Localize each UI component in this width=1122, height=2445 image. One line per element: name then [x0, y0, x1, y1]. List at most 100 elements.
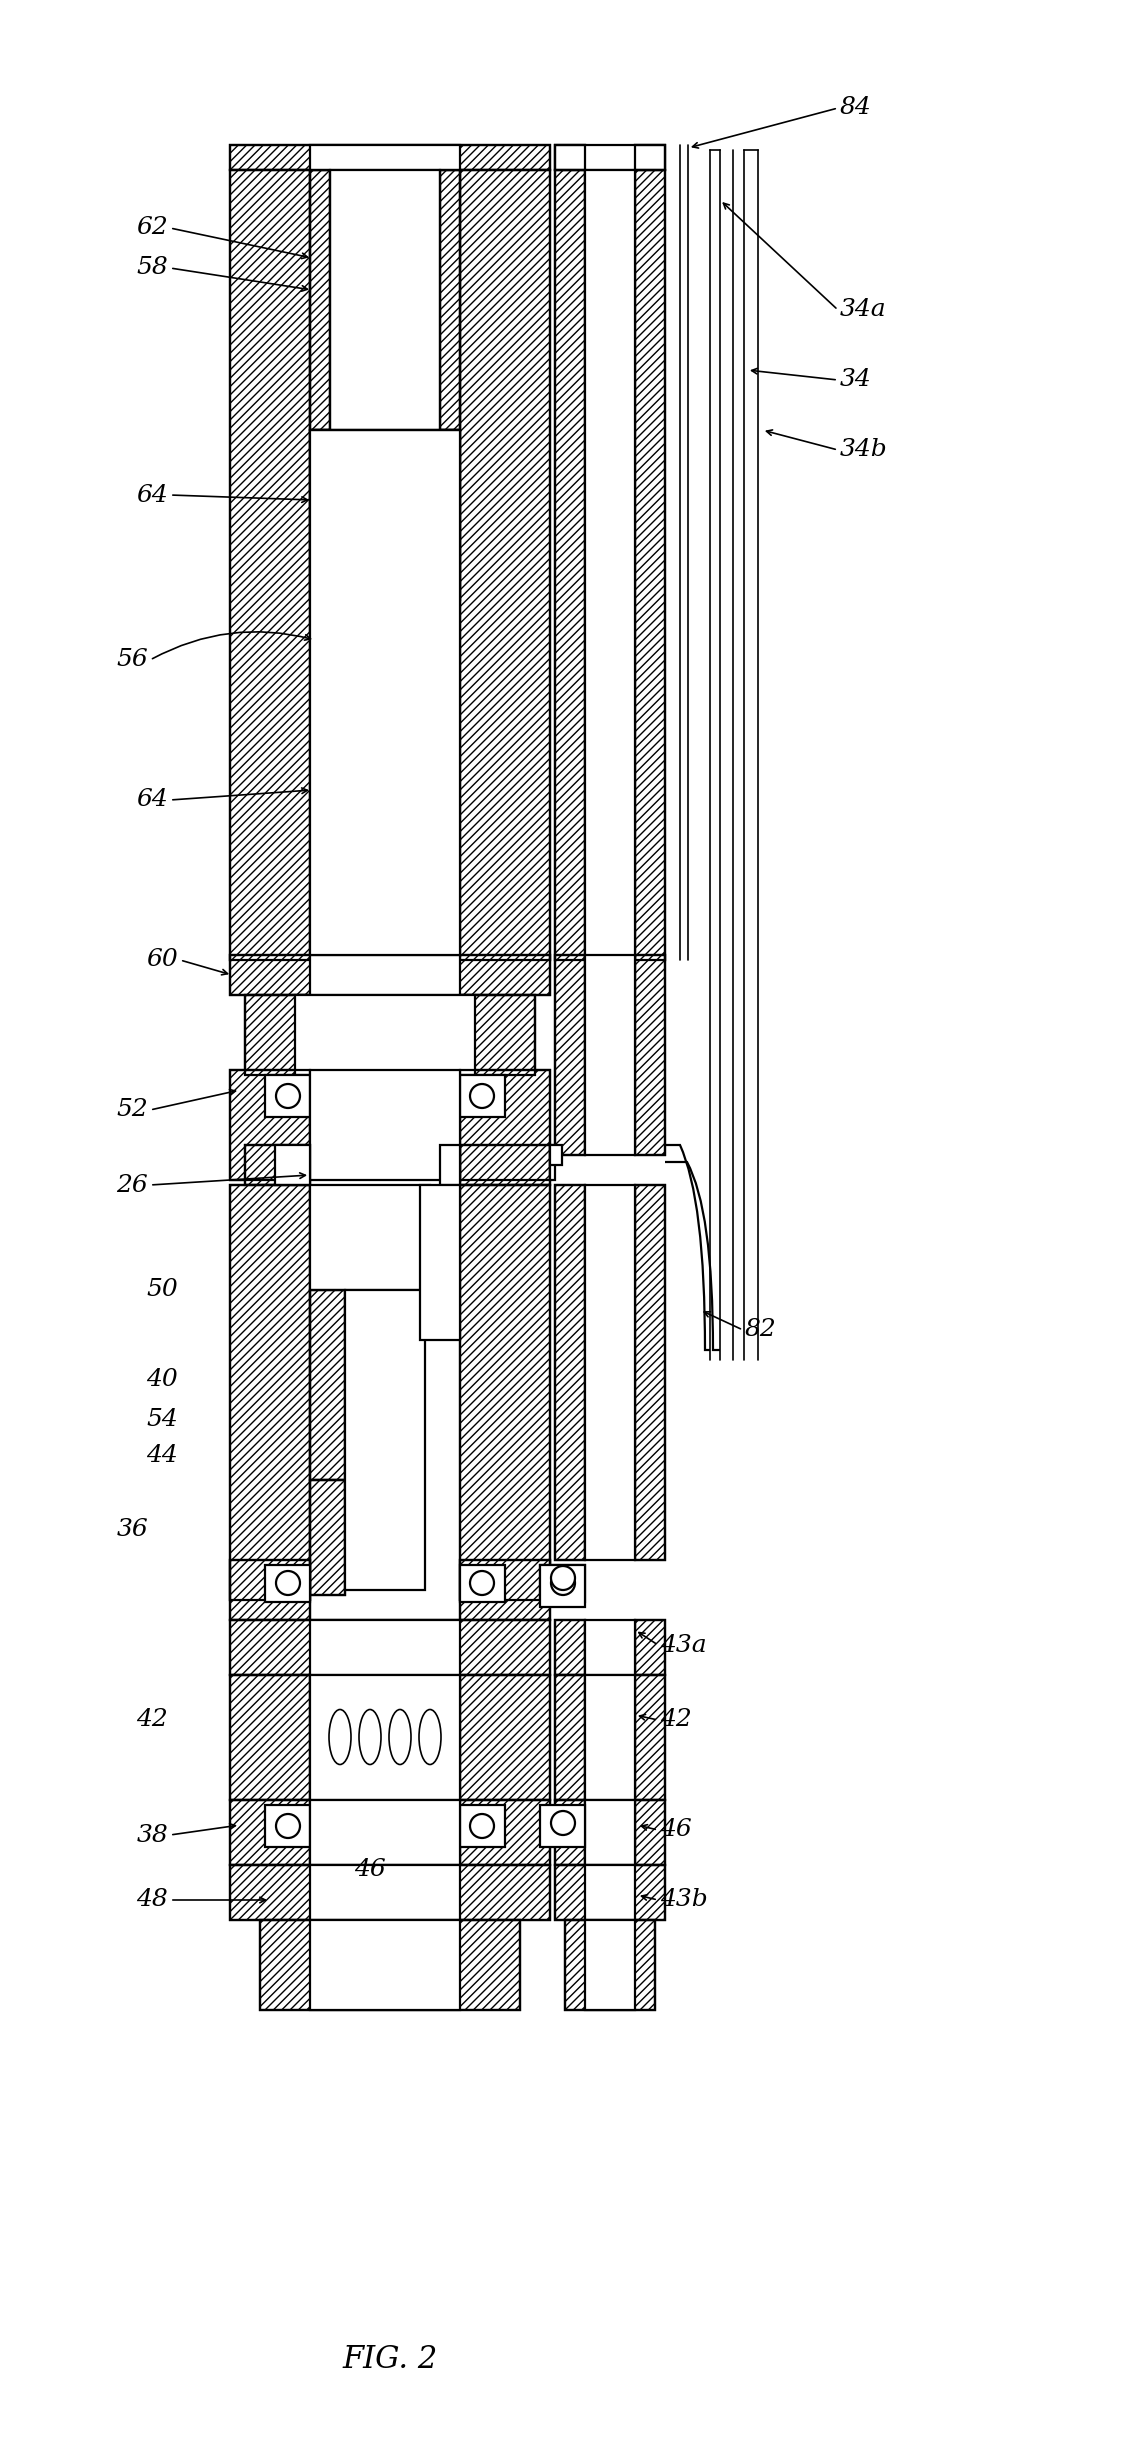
Circle shape: [276, 1572, 300, 1594]
Text: 34a: 34a: [840, 298, 886, 320]
Bar: [635, 1800, 665, 1866]
Bar: [555, 144, 665, 171]
Bar: [310, 430, 330, 599]
Text: 52: 52: [117, 1098, 148, 1122]
Bar: [460, 1565, 505, 1601]
Bar: [460, 995, 535, 1076]
Text: 50: 50: [146, 1279, 178, 1301]
Bar: [310, 171, 330, 430]
Text: 58: 58: [136, 257, 168, 279]
Bar: [230, 1800, 310, 1866]
Bar: [310, 1800, 460, 1866]
Bar: [245, 1144, 310, 1186]
Bar: [460, 171, 550, 961]
Bar: [230, 1560, 310, 1621]
Bar: [230, 1621, 550, 1675]
Text: 43a: 43a: [660, 1633, 707, 1658]
Bar: [460, 1071, 550, 1181]
Text: 26: 26: [117, 1174, 148, 1196]
Text: 64: 64: [136, 787, 168, 812]
Bar: [585, 1675, 635, 1800]
Bar: [230, 956, 550, 995]
Bar: [635, 1675, 665, 1800]
Bar: [555, 1621, 585, 1675]
Bar: [230, 1866, 550, 1919]
Text: 42: 42: [660, 1709, 692, 1731]
Bar: [555, 144, 585, 171]
Bar: [635, 956, 665, 1154]
Bar: [585, 1919, 635, 2010]
Bar: [230, 1800, 310, 1866]
Ellipse shape: [359, 1709, 381, 1765]
Bar: [460, 1800, 550, 1866]
Text: 64: 64: [136, 484, 168, 506]
Circle shape: [470, 1814, 494, 1839]
Bar: [635, 144, 665, 171]
Bar: [440, 1144, 460, 1186]
Bar: [460, 1800, 550, 1866]
Bar: [555, 956, 585, 1154]
Bar: [310, 430, 460, 956]
Bar: [310, 1919, 460, 2010]
Bar: [555, 144, 585, 171]
Bar: [230, 1186, 310, 1599]
Bar: [230, 1071, 310, 1181]
Bar: [540, 1565, 585, 1606]
Text: 34b: 34b: [840, 438, 888, 462]
Bar: [460, 1675, 550, 1800]
Ellipse shape: [419, 1709, 441, 1765]
Bar: [540, 1565, 585, 1601]
Bar: [310, 430, 330, 599]
Bar: [265, 1804, 310, 1846]
Bar: [460, 1804, 505, 1846]
Text: FIG. 2: FIG. 2: [342, 2345, 438, 2377]
Bar: [555, 1675, 585, 1800]
Bar: [585, 1186, 635, 1560]
Text: 42: 42: [136, 1709, 168, 1731]
Text: 44: 44: [146, 1443, 178, 1467]
Bar: [295, 995, 475, 1076]
Bar: [635, 1186, 665, 1560]
Text: 84: 84: [840, 95, 872, 120]
Circle shape: [276, 1083, 300, 1108]
Bar: [440, 171, 460, 430]
Bar: [585, 171, 635, 961]
Bar: [460, 171, 550, 961]
Circle shape: [276, 1814, 300, 1839]
Bar: [555, 171, 585, 961]
Text: 40: 40: [146, 1369, 178, 1391]
Bar: [230, 1621, 550, 1675]
Bar: [310, 144, 460, 171]
Bar: [310, 171, 330, 430]
Circle shape: [470, 1572, 494, 1594]
Bar: [635, 1621, 665, 1675]
Bar: [460, 1186, 550, 1599]
Bar: [310, 1866, 460, 1919]
Bar: [420, 1186, 460, 1340]
Bar: [555, 1800, 585, 1866]
Bar: [555, 1866, 665, 1919]
Bar: [635, 144, 665, 171]
Circle shape: [551, 1565, 574, 1589]
Bar: [565, 1919, 655, 2010]
Bar: [460, 1675, 550, 1800]
Bar: [310, 1071, 460, 1181]
Bar: [550, 1144, 555, 1181]
Bar: [310, 1186, 430, 1291]
Bar: [555, 1675, 585, 1800]
Bar: [555, 1621, 585, 1675]
Bar: [460, 1560, 550, 1621]
Bar: [230, 144, 550, 171]
Bar: [230, 171, 310, 961]
Text: 36: 36: [117, 1518, 148, 1540]
Bar: [230, 1866, 550, 1919]
Bar: [230, 171, 310, 961]
Bar: [635, 171, 665, 961]
Bar: [460, 1144, 550, 1186]
Bar: [265, 1076, 310, 1117]
Bar: [460, 1076, 505, 1117]
Circle shape: [470, 1083, 494, 1108]
Bar: [230, 1675, 310, 1800]
Circle shape: [551, 1812, 574, 1836]
Bar: [555, 171, 585, 961]
